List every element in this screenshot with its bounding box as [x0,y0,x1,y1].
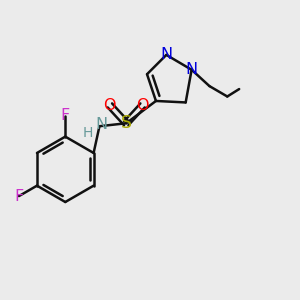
Text: F: F [14,189,24,204]
Text: N: N [96,117,108,132]
Text: F: F [61,108,70,123]
Text: N: N [160,47,172,62]
Text: H: H [83,126,93,140]
Text: N: N [185,62,198,77]
Text: O: O [136,98,149,113]
Text: O: O [103,98,116,113]
Text: S: S [121,114,132,132]
